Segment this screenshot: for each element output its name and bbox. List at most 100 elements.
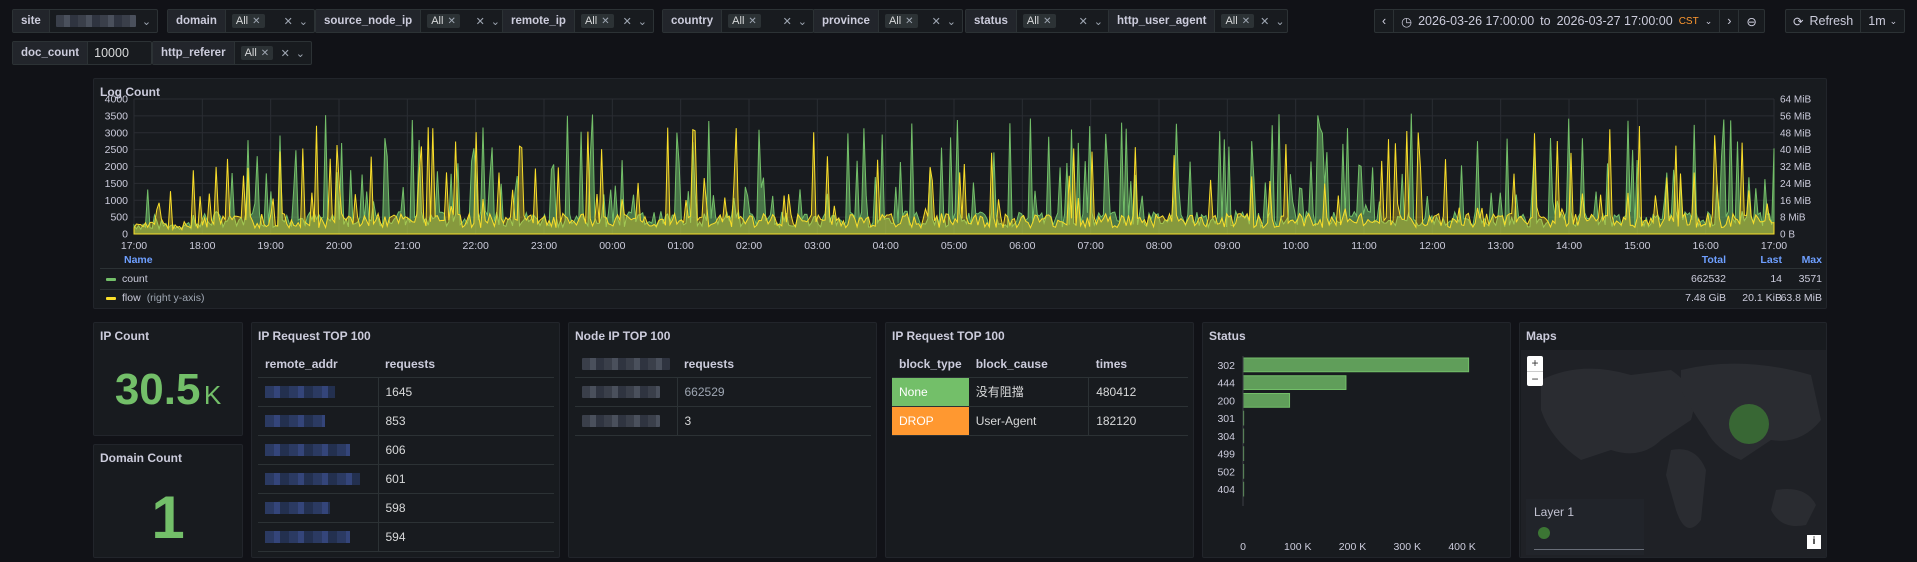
variable-site[interactable]: site ⌄ xyxy=(12,9,158,33)
variable-value[interactable]: 10000 xyxy=(88,42,151,64)
status-bar xyxy=(1242,357,1470,373)
x-tick-label: 07:00 xyxy=(1078,240,1104,252)
remove-icon[interactable]: ✕ xyxy=(252,15,261,27)
variable-value[interactable]: All ✕ ✕ ⌄ xyxy=(722,10,813,32)
clear-icon[interactable]: ✕ xyxy=(622,15,632,28)
remove-icon[interactable]: ✕ xyxy=(1241,15,1251,27)
legend-header-last[interactable]: Last xyxy=(1760,254,1782,266)
refresh-interval-select[interactable]: 1m ⌄ xyxy=(1861,10,1904,32)
masked-value xyxy=(582,414,660,427)
variable-value[interactable]: All ✕ ✕ ⌄ xyxy=(1215,10,1290,32)
clear-icon[interactable]: ✕ xyxy=(1078,15,1088,28)
zoom-out-button[interactable]: ⊖ xyxy=(1739,10,1763,32)
zoom-out-button[interactable]: − xyxy=(1527,371,1543,386)
table-row: 601 xyxy=(258,464,554,494)
variable-domain[interactable]: domain All ✕ ✕ ⌄ xyxy=(167,9,315,33)
variable-http-user-agent[interactable]: http_user_agent All ✕ ✕ ⌄ xyxy=(1108,9,1288,33)
time-forward-button[interactable]: › xyxy=(1720,10,1740,32)
info-button[interactable]: i xyxy=(1807,535,1821,549)
world-map[interactable] xyxy=(1521,350,1827,558)
column-header[interactable]: requests xyxy=(378,351,554,378)
x-tick-label: 04:00 xyxy=(873,240,899,252)
masked-value xyxy=(265,385,335,398)
variable-doc-count[interactable]: doc_count 10000 xyxy=(12,41,152,65)
clear-icon[interactable]: ✕ xyxy=(475,15,485,28)
zoom-in-button[interactable]: + xyxy=(1527,356,1543,371)
time-from: 2026-03-26 17:00:00 xyxy=(1418,14,1535,28)
table-row: 3 xyxy=(575,406,871,436)
panel-title: Maps xyxy=(1526,329,1557,343)
legend-header-max[interactable]: Max xyxy=(1801,254,1822,266)
stat-unit: K xyxy=(203,380,222,410)
flow-series xyxy=(133,125,1775,235)
variable-value[interactable]: All ✕ ✕ ⌄ xyxy=(879,10,962,32)
legend-header-total[interactable]: Total xyxy=(1701,254,1726,266)
remove-icon[interactable]: ✕ xyxy=(748,15,757,27)
refresh-icon: ⟳ xyxy=(1793,14,1804,29)
legend-header-name[interactable]: Name xyxy=(124,254,153,266)
legend-swatch xyxy=(106,277,116,281)
category-label: 301 xyxy=(1217,413,1235,425)
masked-cell xyxy=(258,522,378,552)
variable-remote-ip[interactable]: remote_ip All ✕ ✕ ⌄ xyxy=(502,9,654,33)
refresh-button[interactable]: ⟳ Refresh xyxy=(1786,10,1862,32)
time-range-picker[interactable]: ◷ 2026-03-26 17:00:00 to 2026-03-27 17:0… xyxy=(1394,10,1721,32)
clear-icon[interactable]: ✕ xyxy=(280,47,290,60)
legend-total: 7.48 GiB xyxy=(1685,292,1726,304)
legend-item-count[interactable]: count xyxy=(106,273,148,285)
variable-http-referer[interactable]: http_referer All ✕ ✕ ⌄ xyxy=(152,41,312,65)
variable-value[interactable]: All ✕ ✕ ⌄ xyxy=(421,10,506,32)
column-header[interactable]: block_cause xyxy=(968,351,1089,378)
x-tick-label: 400 K xyxy=(1448,541,1475,553)
column-header[interactable]: block_type xyxy=(892,351,969,378)
block-panel: IP Request TOP 100 block_type block_cause… xyxy=(885,322,1194,558)
node-ip-table: requests 662529 3 xyxy=(575,351,871,436)
clear-icon[interactable]: ✕ xyxy=(283,15,293,28)
y-tick-label: 3500 xyxy=(105,110,129,122)
remove-icon[interactable]: ✕ xyxy=(447,15,456,27)
variable-value[interactable]: All ✕ ✕ ⌄ xyxy=(575,10,653,32)
variable-value[interactable]: All ✕ ✕ ⌄ xyxy=(235,42,311,64)
time-back-button[interactable]: ‹ xyxy=(1375,10,1395,32)
table-header: remote_addr requests xyxy=(258,351,554,378)
table-row: 594 xyxy=(258,522,554,552)
legend-item-flow[interactable]: flow (right y-axis) xyxy=(106,292,204,304)
legend-last: 14 xyxy=(1770,273,1782,285)
variable-country[interactable]: country All ✕ ✕ ⌄ xyxy=(662,9,814,33)
variable-value[interactable]: All ✕ ✕ ⌄ xyxy=(226,10,314,32)
remove-icon[interactable]: ✕ xyxy=(1043,15,1052,27)
variable-label: remote_ip xyxy=(503,10,575,32)
x-tick-label: 11:00 xyxy=(1351,240,1377,252)
masked-cell xyxy=(258,377,378,407)
legend-total: 662532 xyxy=(1690,273,1726,285)
refresh-label: Refresh xyxy=(1809,14,1854,28)
map-landmass xyxy=(1771,489,1816,526)
variable-value[interactable]: All ✕ ✕ ⌄ xyxy=(1017,10,1109,32)
variable-status[interactable]: status All ✕ ✕ ⌄ xyxy=(965,9,1110,33)
y2-tick-label: 16 MiB xyxy=(1780,196,1811,207)
variable-province[interactable]: province All ✕ ✕ ⌄ xyxy=(813,9,963,33)
clear-icon[interactable]: ✕ xyxy=(931,15,941,28)
masked-value xyxy=(265,443,350,456)
column-header[interactable]: times xyxy=(1088,351,1188,378)
column-header[interactable]: requests xyxy=(677,351,871,378)
y-tick-label: 1000 xyxy=(105,195,129,207)
x-tick-label: 01:00 xyxy=(668,240,694,252)
clear-icon[interactable]: ✕ xyxy=(782,15,792,28)
variable-value[interactable]: ⌄ xyxy=(50,10,157,32)
y2-tick-label: 64 MiB xyxy=(1780,95,1811,106)
column-header[interactable] xyxy=(575,351,677,378)
y-tick-label: 2500 xyxy=(105,144,129,156)
chevron-down-icon: ⌄ xyxy=(946,15,956,28)
table-row: 1645 xyxy=(258,377,554,407)
clear-icon[interactable]: ✕ xyxy=(1260,15,1270,28)
remove-icon[interactable]: ✕ xyxy=(601,15,610,27)
variable-source-node-ip[interactable]: source_node_ip All ✕ ✕ ⌄ xyxy=(315,9,507,33)
value-chip: All ✕ xyxy=(1221,14,1255,28)
column-header[interactable]: remote_addr xyxy=(258,351,378,378)
chevron-down-icon: ⌄ xyxy=(637,15,647,28)
times-cell: 480412 xyxy=(1088,377,1188,407)
panel-title: Node IP TOP 100 xyxy=(575,329,671,343)
remove-icon[interactable]: ✕ xyxy=(260,47,270,59)
remove-icon[interactable]: ✕ xyxy=(905,15,914,27)
